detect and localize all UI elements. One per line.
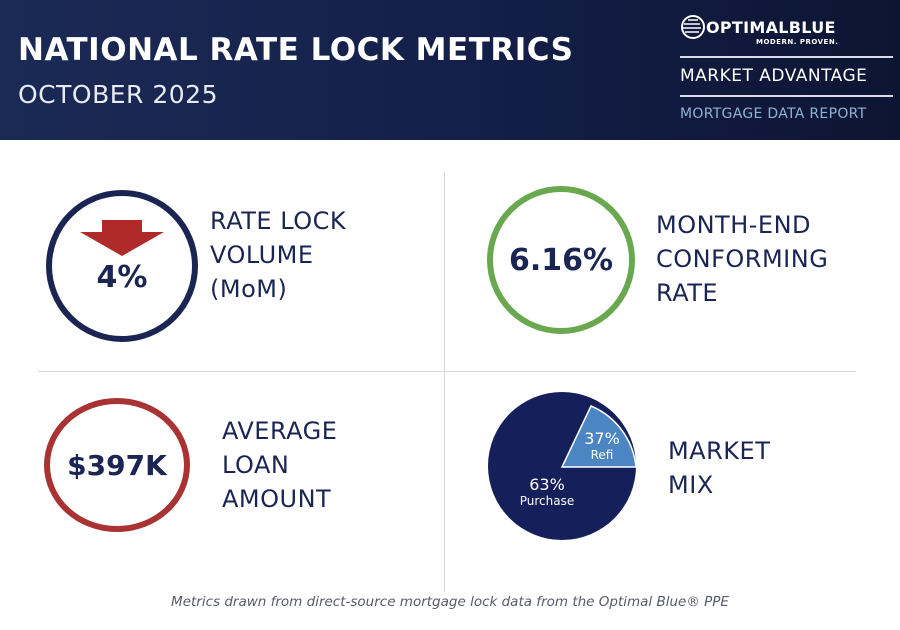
arrow-down-icon: [80, 219, 164, 256]
page-title: NATIONAL RATE LOCK METRICS: [18, 32, 574, 68]
label-line: AMOUNT: [222, 485, 332, 513]
rate-lock-value: 4%: [96, 259, 148, 295]
footer-note: Metrics drawn from direct-source mortgag…: [171, 594, 729, 610]
market-mix-pie: [488, 392, 637, 540]
loan-amount-value: $397K: [67, 448, 167, 482]
label-line: VOLUME: [210, 241, 314, 269]
label-line: MARKET: [668, 437, 771, 465]
logo-text: OPTIMALBLUE: [706, 17, 836, 37]
logo-tagline: MODERN. PROVEN.: [756, 38, 839, 46]
report-name: MORTGAGE DATA REPORT: [680, 106, 867, 122]
program-name: MARKET ADVANTAGE: [680, 66, 868, 86]
refi-label: 37% Refi: [575, 430, 629, 464]
purchase-percent: 63%: [529, 475, 565, 494]
label-line: AVERAGE: [222, 417, 338, 445]
rate-lock-label: RATE LOCK VOLUME (MoM): [210, 204, 346, 306]
rate-lock-circle: 4%: [46, 190, 198, 342]
purchase-label: 63% Purchase: [510, 476, 584, 510]
conforming-rate-value: 6.16%: [508, 242, 614, 278]
label-line: CONFORMING: [656, 245, 829, 273]
divider-vertical: [444, 172, 445, 592]
divider: [680, 56, 893, 58]
loan-amount-circle: $397K: [44, 398, 190, 532]
refi-name: Refi: [590, 448, 614, 462]
label-line: MONTH-END: [656, 211, 812, 239]
refi-percent: 37%: [584, 429, 620, 448]
label-line: RATE LOCK: [210, 207, 347, 235]
market-mix-label: MARKET MIX: [668, 434, 770, 502]
conforming-rate-circle: 6.16%: [487, 186, 635, 334]
header-banner: NATIONAL RATE LOCK METRICS OCTOBER 2025 …: [0, 0, 900, 140]
label-line: RATE: [656, 279, 719, 307]
page-subtitle: OCTOBER 2025: [18, 80, 218, 109]
divider-horizontal: [38, 371, 856, 372]
purchase-name: Purchase: [519, 494, 575, 508]
pie-slice-refi: [560, 405, 637, 468]
divider: [680, 95, 893, 97]
conforming-rate-label: MONTH-END CONFORMING RATE: [656, 208, 828, 310]
optimalblue-logo: OPTIMALBLUE: [680, 14, 836, 40]
label-line: MIX: [668, 471, 714, 499]
loan-amount-label: AVERAGE LOAN AMOUNT: [222, 414, 337, 516]
label-line: (MoM): [210, 275, 288, 303]
label-line: LOAN: [222, 451, 290, 479]
globe-logo-icon: [681, 15, 705, 39]
